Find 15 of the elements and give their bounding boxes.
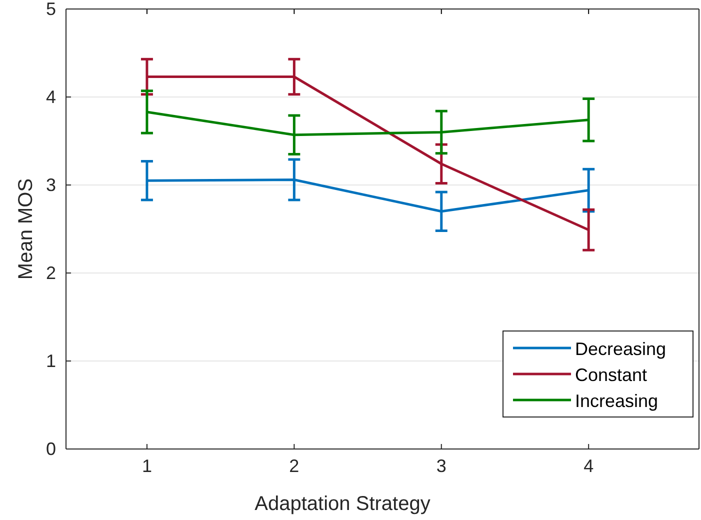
y-tick-label: 3 bbox=[46, 174, 56, 195]
x-tick-label: 2 bbox=[289, 456, 300, 476]
y-tick-label: 5 bbox=[46, 0, 56, 19]
legend-label: Decreasing bbox=[575, 339, 666, 359]
y-tick-label: 0 bbox=[46, 438, 56, 459]
x-tick-label: 3 bbox=[436, 456, 446, 476]
x-tick-label: 4 bbox=[584, 456, 594, 476]
legend-label: Increasing bbox=[575, 391, 658, 411]
x-tick-label: 1 bbox=[142, 456, 152, 476]
legend-label: Constant bbox=[575, 365, 648, 385]
y-tick-label: 4 bbox=[46, 86, 56, 107]
y-axis-title: Mean MOS bbox=[15, 178, 37, 280]
y-tick-label: 1 bbox=[46, 350, 56, 371]
y-tick-label: 2 bbox=[46, 262, 56, 283]
x-axis-title: Adaptation Strategy bbox=[254, 493, 430, 515]
